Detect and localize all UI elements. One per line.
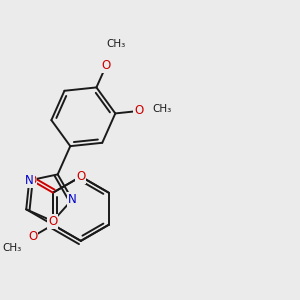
Text: O: O (28, 230, 37, 243)
Text: CH₃: CH₃ (106, 40, 125, 50)
Text: CH₃: CH₃ (152, 103, 172, 113)
Text: CH₃: CH₃ (3, 243, 22, 253)
Text: O: O (134, 104, 143, 118)
Text: N: N (25, 174, 34, 187)
Text: N: N (68, 193, 76, 206)
Text: O: O (27, 174, 36, 187)
Text: O: O (101, 59, 111, 73)
Text: O: O (76, 170, 86, 183)
Text: O: O (48, 215, 57, 228)
